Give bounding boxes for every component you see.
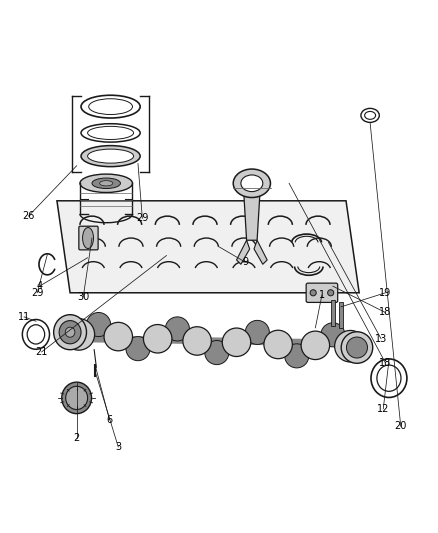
Text: 21: 21	[35, 347, 48, 357]
Text: 6: 6	[106, 415, 113, 425]
Text: 18: 18	[379, 358, 392, 368]
Text: 29: 29	[31, 288, 43, 298]
Ellipse shape	[63, 319, 95, 350]
Ellipse shape	[62, 382, 92, 414]
FancyBboxPatch shape	[306, 283, 338, 302]
Polygon shape	[254, 240, 267, 264]
Ellipse shape	[377, 365, 401, 391]
Text: 13: 13	[375, 334, 387, 344]
Ellipse shape	[104, 322, 132, 351]
Text: 19: 19	[379, 288, 392, 298]
Ellipse shape	[285, 344, 309, 368]
Text: 3: 3	[115, 442, 121, 452]
Ellipse shape	[328, 290, 334, 296]
Ellipse shape	[27, 325, 45, 344]
Text: 4: 4	[36, 281, 42, 291]
Text: 26: 26	[22, 211, 35, 221]
FancyBboxPatch shape	[79, 226, 98, 250]
Ellipse shape	[80, 174, 132, 192]
Ellipse shape	[264, 330, 293, 359]
Ellipse shape	[205, 341, 229, 365]
Ellipse shape	[126, 336, 150, 361]
Ellipse shape	[364, 111, 376, 119]
Ellipse shape	[321, 323, 345, 347]
Text: 30: 30	[77, 292, 89, 302]
Ellipse shape	[361, 108, 379, 123]
Ellipse shape	[301, 331, 330, 360]
Polygon shape	[244, 197, 260, 240]
Ellipse shape	[99, 181, 113, 186]
Ellipse shape	[59, 320, 81, 344]
Text: 2: 2	[74, 433, 80, 443]
Ellipse shape	[83, 228, 94, 248]
Ellipse shape	[88, 126, 134, 140]
Polygon shape	[237, 240, 250, 264]
Ellipse shape	[241, 175, 263, 191]
Ellipse shape	[66, 386, 88, 409]
Ellipse shape	[65, 327, 75, 337]
Text: 29: 29	[136, 213, 148, 223]
Ellipse shape	[53, 314, 86, 350]
Ellipse shape	[183, 327, 212, 355]
Ellipse shape	[166, 317, 189, 341]
Ellipse shape	[88, 149, 134, 163]
Text: 18: 18	[379, 308, 392, 318]
Text: 11: 11	[18, 312, 30, 322]
Polygon shape	[57, 201, 359, 293]
Text: 12: 12	[377, 404, 389, 414]
Ellipse shape	[92, 178, 120, 189]
Ellipse shape	[143, 325, 172, 353]
Bar	[331, 300, 335, 326]
Ellipse shape	[81, 124, 140, 142]
Ellipse shape	[81, 146, 140, 167]
Bar	[339, 302, 343, 328]
Ellipse shape	[245, 320, 269, 344]
Ellipse shape	[81, 95, 140, 118]
Text: 1: 1	[319, 290, 325, 300]
Ellipse shape	[346, 337, 367, 358]
Ellipse shape	[341, 332, 373, 364]
Ellipse shape	[86, 312, 110, 336]
Ellipse shape	[222, 328, 251, 357]
Ellipse shape	[233, 169, 270, 198]
Ellipse shape	[88, 99, 132, 115]
Ellipse shape	[371, 359, 407, 398]
Ellipse shape	[22, 319, 49, 349]
Text: 20: 20	[395, 422, 407, 431]
Ellipse shape	[310, 290, 316, 296]
Text: 9: 9	[242, 257, 248, 267]
Ellipse shape	[335, 330, 366, 362]
